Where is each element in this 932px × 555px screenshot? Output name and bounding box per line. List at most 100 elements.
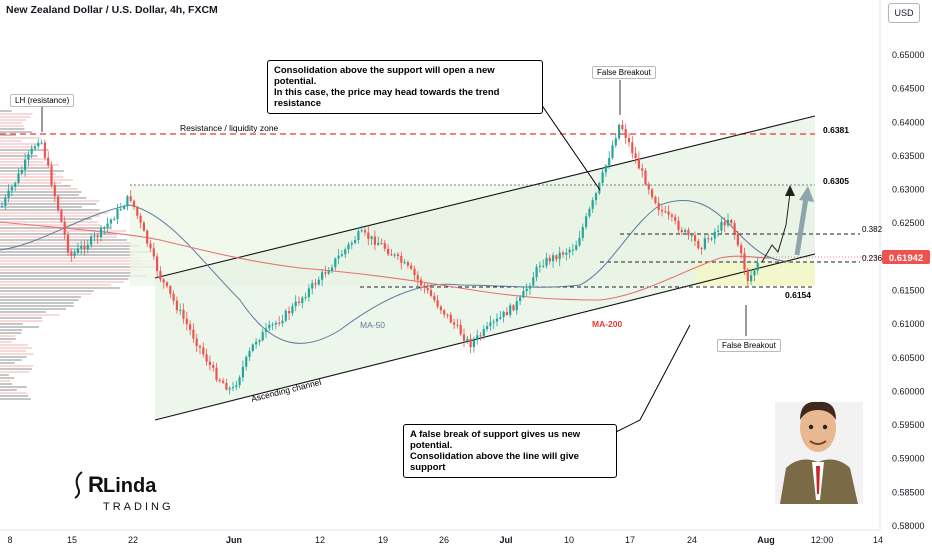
candle-body bbox=[611, 145, 614, 159]
candle-body bbox=[373, 236, 376, 245]
callout-bottom-pointer bbox=[599, 324, 691, 441]
volume-profile-bar bbox=[0, 164, 60, 166]
candle-body bbox=[380, 243, 383, 245]
candle-body bbox=[466, 338, 469, 341]
candle-body bbox=[53, 185, 56, 197]
candle-body bbox=[284, 310, 287, 321]
resistance-zone-label: Resistance / liquidity zone bbox=[180, 123, 279, 133]
candle-body bbox=[538, 265, 541, 267]
volume-profile-bar bbox=[0, 254, 135, 256]
candle-body bbox=[578, 237, 581, 246]
candle-body bbox=[703, 238, 706, 249]
volume-profile-bar bbox=[0, 395, 29, 397]
candle-body bbox=[66, 234, 70, 253]
candle-body bbox=[637, 158, 640, 169]
volume-profile-bar bbox=[0, 374, 9, 376]
candle-body bbox=[231, 387, 235, 389]
candle-body bbox=[667, 211, 670, 215]
fib-236-label: 0.236 bbox=[862, 254, 883, 263]
volume-profile-bar bbox=[0, 308, 67, 310]
candle-body bbox=[512, 305, 515, 311]
x-tick-label: 12:00 bbox=[811, 535, 834, 545]
candle-body bbox=[149, 243, 152, 249]
volume-profile-bar bbox=[0, 320, 43, 322]
volume-profile-bar bbox=[0, 293, 92, 295]
volume-profile-bar bbox=[0, 197, 87, 199]
candle-body bbox=[354, 239, 357, 243]
volume-profile-bar bbox=[0, 119, 26, 121]
logo-r: R bbox=[88, 472, 104, 497]
candle-body bbox=[472, 340, 475, 348]
candle-body bbox=[482, 328, 485, 336]
candle-body bbox=[720, 221, 723, 231]
candle-body bbox=[33, 146, 37, 149]
candle-body bbox=[205, 354, 208, 362]
candle-body bbox=[674, 216, 677, 221]
candle-body bbox=[426, 287, 429, 291]
candle-body bbox=[218, 379, 221, 381]
volume-profile-bar bbox=[0, 209, 100, 211]
candle-body bbox=[400, 255, 403, 263]
candle-body bbox=[535, 266, 538, 278]
candle-body bbox=[548, 257, 551, 262]
candle-body bbox=[251, 344, 254, 352]
candle-body bbox=[416, 275, 419, 280]
candle-body bbox=[558, 252, 561, 260]
currency-button[interactable]: USD bbox=[888, 3, 920, 23]
candle-body bbox=[215, 367, 218, 380]
candle-body bbox=[235, 385, 238, 388]
volume-profile-bar bbox=[0, 206, 83, 208]
candle-body bbox=[103, 227, 106, 229]
candle-body bbox=[321, 272, 324, 280]
candle-body bbox=[57, 196, 60, 211]
channel-lower-line bbox=[154, 253, 816, 421]
candle-body bbox=[367, 232, 370, 239]
x-tick-label: Aug bbox=[757, 535, 775, 545]
candle-body bbox=[591, 200, 594, 209]
logo-hair-icon bbox=[74, 471, 83, 499]
candle-body bbox=[495, 318, 499, 322]
candle-body bbox=[357, 231, 360, 240]
y-tick-label: 0.59000 bbox=[892, 454, 925, 464]
volume-profile-bar bbox=[0, 347, 32, 349]
volume-profile-bar bbox=[0, 149, 49, 151]
candle-body bbox=[634, 153, 637, 159]
candle-body bbox=[736, 233, 739, 246]
candle-body bbox=[162, 279, 165, 283]
candle-body bbox=[726, 219, 730, 226]
candle-body bbox=[476, 335, 479, 341]
volume-profile-bar bbox=[0, 230, 127, 232]
candle-body bbox=[459, 324, 462, 335]
volume-profile-bar bbox=[0, 212, 108, 214]
volume-profile-bar bbox=[0, 227, 112, 229]
candle-body bbox=[294, 301, 297, 307]
y-tick-label: 0.60000 bbox=[892, 386, 925, 396]
candle-body bbox=[80, 246, 83, 249]
volume-profile-bar bbox=[0, 110, 12, 112]
candle-body bbox=[443, 310, 446, 315]
candle-body bbox=[697, 240, 700, 249]
level-label-6154: 0.6154 bbox=[785, 290, 811, 300]
candle-body bbox=[532, 277, 535, 286]
candle-body bbox=[165, 282, 169, 287]
projection-path-black bbox=[761, 192, 791, 263]
candle-body bbox=[453, 322, 456, 325]
volume-profile-bar bbox=[0, 287, 121, 289]
x-tick-label: 12 bbox=[315, 535, 325, 545]
candle-body bbox=[261, 332, 264, 341]
y-tick-label: 0.62500 bbox=[892, 218, 925, 228]
candle-body bbox=[202, 347, 205, 355]
candle-body bbox=[387, 248, 390, 255]
candle-body bbox=[271, 324, 274, 326]
candle-body bbox=[601, 172, 604, 183]
candle-body bbox=[571, 249, 574, 251]
volume-profile-bar bbox=[0, 215, 100, 217]
volume-profile-bar bbox=[0, 182, 62, 184]
volume-profile-bar bbox=[0, 338, 17, 340]
candle-body bbox=[492, 321, 495, 323]
candle-body bbox=[264, 328, 268, 333]
volume-profile-bar bbox=[0, 161, 44, 163]
candle-body bbox=[565, 252, 568, 255]
candle-body bbox=[644, 170, 647, 185]
